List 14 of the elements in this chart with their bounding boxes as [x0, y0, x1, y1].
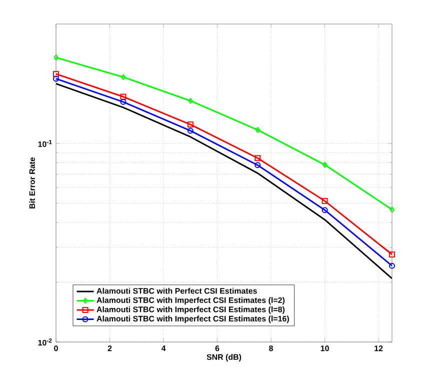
point: [187, 122, 194, 128]
point: [188, 98, 193, 104]
point: [322, 207, 328, 214]
point: [120, 94, 126, 100]
point: [322, 162, 328, 168]
point: [187, 128, 194, 134]
point: [254, 155, 261, 162]
point: [254, 162, 261, 168]
point: [389, 252, 395, 258]
point: [120, 98, 126, 105]
point: [322, 198, 328, 204]
point: [53, 70, 59, 77]
point: [120, 74, 126, 80]
point: [255, 126, 260, 133]
